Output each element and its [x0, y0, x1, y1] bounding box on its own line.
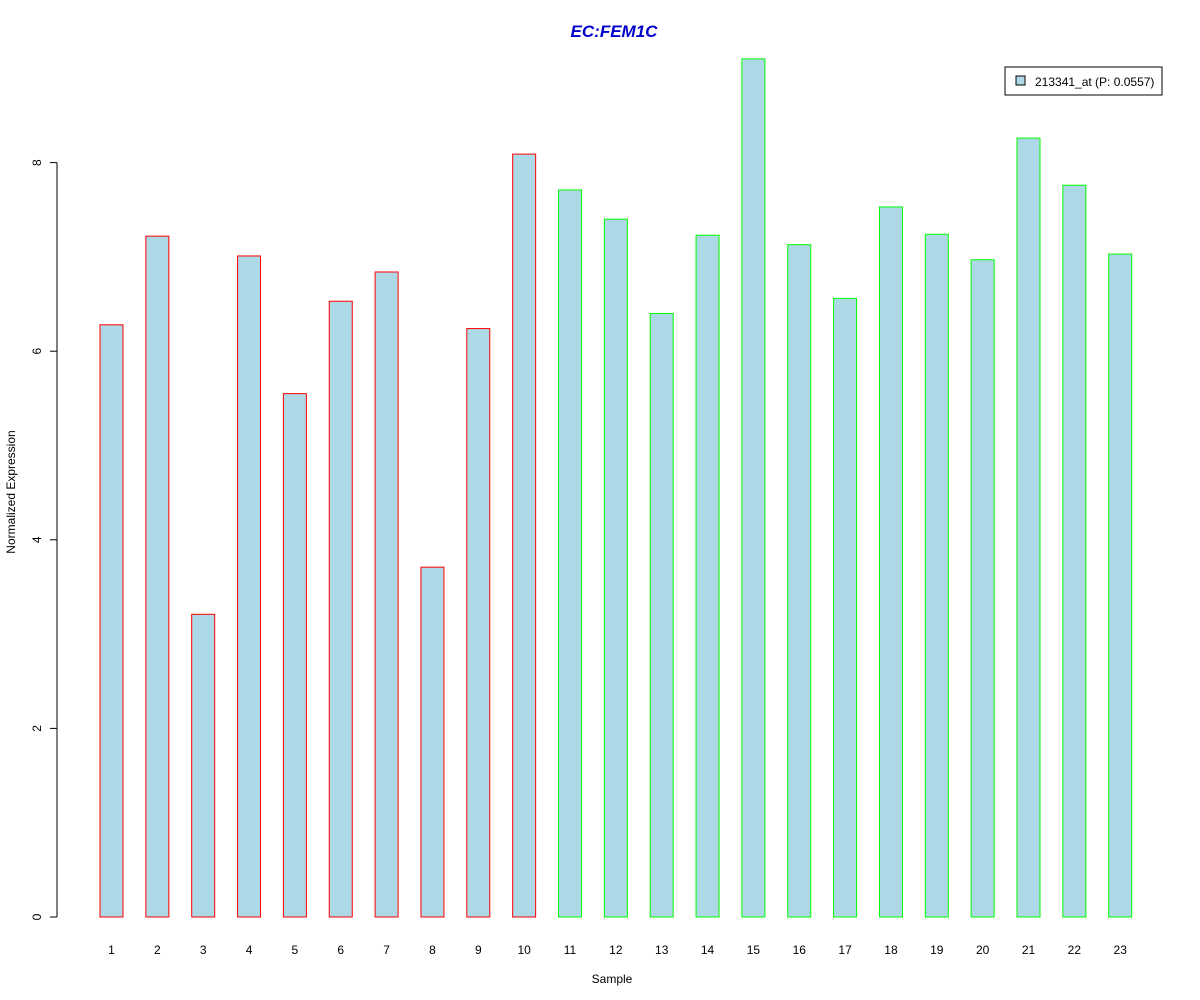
bar-sample-11 [558, 189, 582, 918]
bar-sample-19 [924, 233, 949, 918]
bar-sample-16 [787, 244, 812, 918]
y-tick-label: 2 [30, 725, 44, 732]
y-axis: 0 2 4 6 8 [30, 159, 58, 920]
x-tick-label: 7 [383, 943, 390, 957]
bar-sample-13 [649, 312, 674, 918]
legend: 213341_at (P: 0.0557) [1004, 66, 1163, 96]
x-tick-label: 16 [793, 943, 807, 957]
bars [99, 58, 1133, 918]
bar-sample-6 [328, 300, 353, 918]
x-tick-label: 12 [609, 943, 623, 957]
x-tick-labels: 1 2 3 4 5 6 7 8 9 10 11 12 13 14 15 16 17 18 19 20 21 22 23 [108, 943, 1127, 957]
bar-sample-23 [1108, 253, 1133, 918]
bar-sample-18 [878, 206, 903, 918]
legend-label: 213341_at (P: 0.0557) [1035, 75, 1154, 89]
x-tick-label: 23 [1114, 943, 1128, 957]
x-axis-title: Sample [592, 972, 633, 986]
bar-sample-2 [145, 235, 170, 918]
bar-sample-1 [99, 324, 124, 918]
bar-sample-10 [512, 153, 537, 918]
x-tick-label: 20 [976, 943, 990, 957]
bar-sample-22 [1062, 184, 1087, 918]
bar-sample-12 [603, 218, 628, 918]
x-tick-label: 8 [429, 943, 436, 957]
bar-sample-21 [1016, 137, 1041, 918]
legend-box [1004, 66, 1163, 96]
x-tick-label: 19 [930, 943, 944, 957]
bar-sample-17 [833, 297, 858, 918]
x-tick-label: 11 [564, 943, 577, 957]
x-tick-label: 5 [292, 943, 299, 957]
bar-sample-5 [282, 393, 307, 918]
y-tick-label: 4 [30, 536, 44, 543]
bar-sample-14 [695, 234, 720, 918]
x-tick-label: 10 [517, 943, 531, 957]
x-tick-label: 21 [1022, 943, 1036, 957]
bar-sample-9 [466, 328, 491, 918]
bar-sample-7 [374, 271, 399, 918]
y-tick-label: 8 [30, 159, 44, 166]
legend-swatch [1015, 75, 1026, 86]
y-tick-label: 0 [30, 913, 44, 920]
bar-sample-4 [237, 255, 262, 918]
x-tick-label: 17 [838, 943, 852, 957]
bar-sample-3 [191, 613, 216, 918]
bar-sample-8 [420, 566, 445, 918]
x-tick-label: 22 [1068, 943, 1082, 957]
x-tick-label: 15 [747, 943, 761, 957]
x-tick-label: 9 [475, 943, 482, 957]
x-tick-label: 13 [655, 943, 669, 957]
y-axis-title: Normalized Expression [4, 430, 18, 553]
y-tick-label: 6 [30, 348, 44, 355]
x-tick-label: 6 [337, 943, 344, 957]
x-tick-label: 18 [884, 943, 898, 957]
x-tick-label: 4 [246, 943, 253, 957]
bar-sample-20 [970, 259, 995, 918]
x-tick-label: 2 [154, 943, 161, 957]
x-tick-label: 1 [108, 943, 115, 957]
chart-title: EC:FEM1C [571, 22, 659, 41]
x-tick-label: 14 [701, 943, 715, 957]
x-tick-label: 3 [200, 943, 207, 957]
bar-sample-15 [741, 58, 766, 918]
